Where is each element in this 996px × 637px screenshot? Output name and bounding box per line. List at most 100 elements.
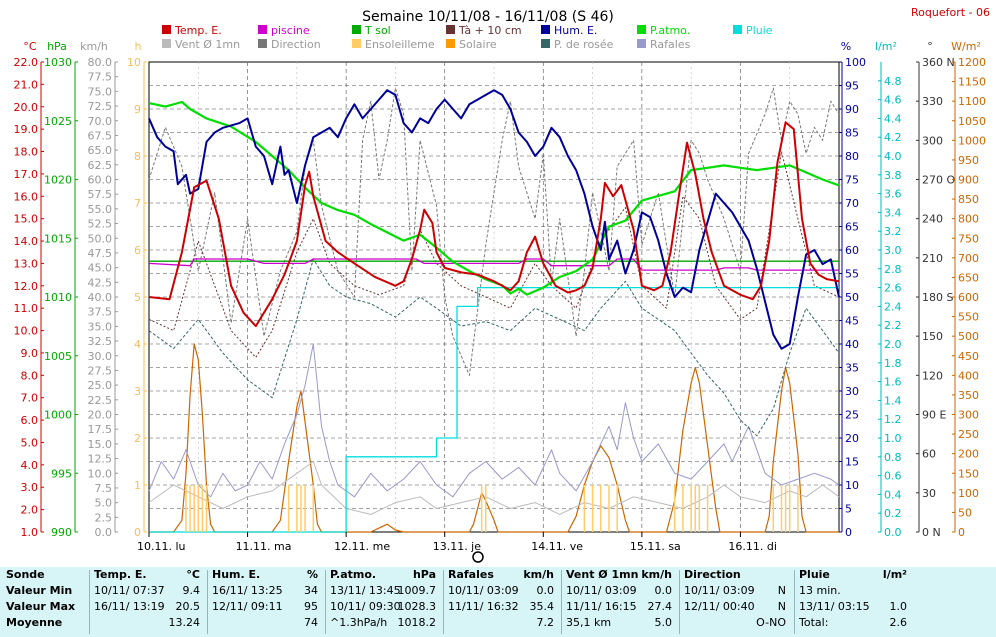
col-hum: Hum. E.% 16/11/ 13:25 34 12/11/ 09:11 95 7… (212, 567, 322, 637)
tick-label-solar: 1150 (958, 76, 986, 89)
tick-label-wind: 55.0 (88, 203, 113, 216)
tick-label-direction: 270 O (922, 174, 955, 187)
tick-label-solar: 50 (958, 506, 972, 519)
tick-label-sun: 6 (134, 244, 141, 257)
tick-label-sun: 10 (127, 56, 141, 69)
hum-min-date: 16/11/ 13:25 (212, 584, 283, 597)
tick-label-direction: 90 E (922, 409, 946, 422)
vent-avg: 5.0 (654, 616, 673, 629)
tick-label-rain: 0.8 (884, 451, 902, 464)
tick-label-temp: 8.0 (21, 369, 39, 382)
legend-swatch (733, 25, 742, 34)
tick-label-solar: 600 (958, 291, 979, 304)
tick-label-wind: 75.0 (88, 85, 113, 98)
tick-label-humidity: 10 (845, 479, 859, 492)
dir-title: Direction (684, 568, 741, 581)
legend-label: Vent Ø 1mn (175, 38, 240, 51)
hum-min-val: 34 (304, 584, 318, 597)
tick-label-rain: 1.8 (884, 357, 902, 370)
tick-label-wind: 17.5 (88, 423, 113, 436)
tick-label-rain: 0.4 (884, 488, 902, 501)
series-pluie (149, 286, 839, 533)
tick-label-solar: 800 (958, 213, 979, 226)
patmo-min-date: 13/11/ 13:45 (330, 584, 401, 597)
tick-label-rain: 1.6 (884, 376, 902, 389)
legend-label: P.atmo. (650, 24, 690, 37)
tick-label-direction: 0 N (922, 526, 941, 539)
tick-label-temp: 9.0 (21, 347, 39, 360)
x-tick-label: 14.11. ve (531, 540, 583, 553)
legend-swatch (446, 39, 455, 48)
patmo-min-val: 1009.7 (397, 584, 437, 597)
tick-label-pressure: 1025 (44, 115, 72, 128)
axis-unit-humidity: % (841, 40, 851, 53)
axis-unit-wind: km/h (80, 40, 108, 53)
tick-label-temp: 13.0 (14, 257, 39, 270)
patmo-max-val: 1028.3 (397, 600, 437, 613)
tick-label-temp: 18.0 (14, 146, 39, 159)
tick-label-wind: 65.0 (88, 144, 113, 157)
tick-label-temp: 15.0 (14, 213, 39, 226)
label-max: Valeur Max (6, 600, 76, 613)
summary-table: Sonde Valeur Min Valeur Max Moyenne Temp… (0, 567, 996, 637)
tick-label-rain: 4.8 (884, 75, 902, 88)
tick-label-solar: 750 (958, 232, 979, 245)
cursor-marker (472, 551, 484, 563)
vent-max-date: 11/11/ 16:15 (566, 600, 637, 613)
tick-label-temp: 21.0 (14, 78, 39, 91)
axis-unit-direction: ° (927, 40, 933, 53)
tick-label-solar: 1200 (958, 56, 986, 69)
tick-label-wind: 57.5 (88, 188, 113, 201)
tick-label-humidity: 60 (845, 244, 859, 257)
tick-label-wind: 77.5 (88, 71, 113, 84)
legend-label: Rafales (650, 38, 691, 51)
tick-label-sun: 4 (134, 338, 141, 351)
tick-label-temp: 14.0 (14, 235, 39, 248)
tick-label-rain: 4.4 (884, 112, 902, 125)
tick-label-temp: 6.0 (21, 414, 39, 427)
tick-label-temp: 3.0 (21, 481, 39, 494)
tick-label-wind: 45.0 (88, 262, 113, 275)
legend-label: Temp. E. (174, 24, 222, 37)
tick-label-solar: 400 (958, 369, 979, 382)
tick-label-wind: 20.0 (88, 409, 113, 422)
axis-unit-sun: h (135, 40, 142, 53)
tick-label-humidity: 45 (845, 315, 859, 328)
tick-label-sun: 0 (134, 526, 141, 539)
tick-label-humidity: 30 (845, 385, 859, 398)
tick-label-solar: 150 (958, 467, 979, 480)
tick-label-wind: 12.5 (88, 453, 113, 466)
col-patmo: P.atmo. hPa 13/11/ 13:45 1009.7 10/11/ 09:… (330, 567, 440, 637)
tick-label-pressure: 990 (51, 526, 72, 539)
row-labels: Sonde Valeur Min Valeur Max Moyenne (6, 567, 86, 637)
rafales-min-date: 10/11/ 03:09 (448, 584, 519, 597)
tick-label-solar: 500 (958, 330, 979, 343)
tick-label-humidity: 55 (845, 268, 859, 281)
dir-avg: O-NO (756, 616, 786, 629)
tick-label-humidity: 80 (845, 150, 859, 163)
legend-label: Tà + 10 cm (458, 24, 522, 37)
legend-label: T sol (364, 24, 391, 37)
tick-label-direction: 30 (922, 487, 936, 500)
tick-label-rain: 0.6 (884, 470, 902, 483)
legend-swatch (637, 25, 646, 34)
patmo-avg-note: ^1.3hPa/h (330, 616, 388, 629)
axis-unit-rain: l/m² (875, 40, 897, 53)
tick-label-temp: 4.0 (21, 459, 39, 472)
hum-title: Hum. E. (212, 568, 261, 581)
tick-label-direction: 210 (922, 252, 943, 265)
legend-label: Hum. E. (554, 24, 597, 37)
tick-label-humidity: 40 (845, 338, 859, 351)
tick-label-humidity: 65 (845, 221, 859, 234)
legend-label: Ensoleilleme (365, 38, 435, 51)
legend-swatch (637, 39, 646, 48)
tick-label-solar: 0 (958, 526, 965, 539)
tick-label-solar: 700 (958, 252, 979, 265)
station-name: Roquefort - 06 (911, 6, 990, 19)
tick-label-rain: 3.2 (884, 225, 902, 238)
legend-swatch (258, 39, 267, 48)
series-direction (148, 87, 840, 376)
series (148, 87, 840, 533)
tick-label-rain: 3.0 (884, 244, 902, 257)
x-axis: 10.11. lu 11.11. ma 12.11. me 13.11. je 14.1… (137, 532, 777, 553)
